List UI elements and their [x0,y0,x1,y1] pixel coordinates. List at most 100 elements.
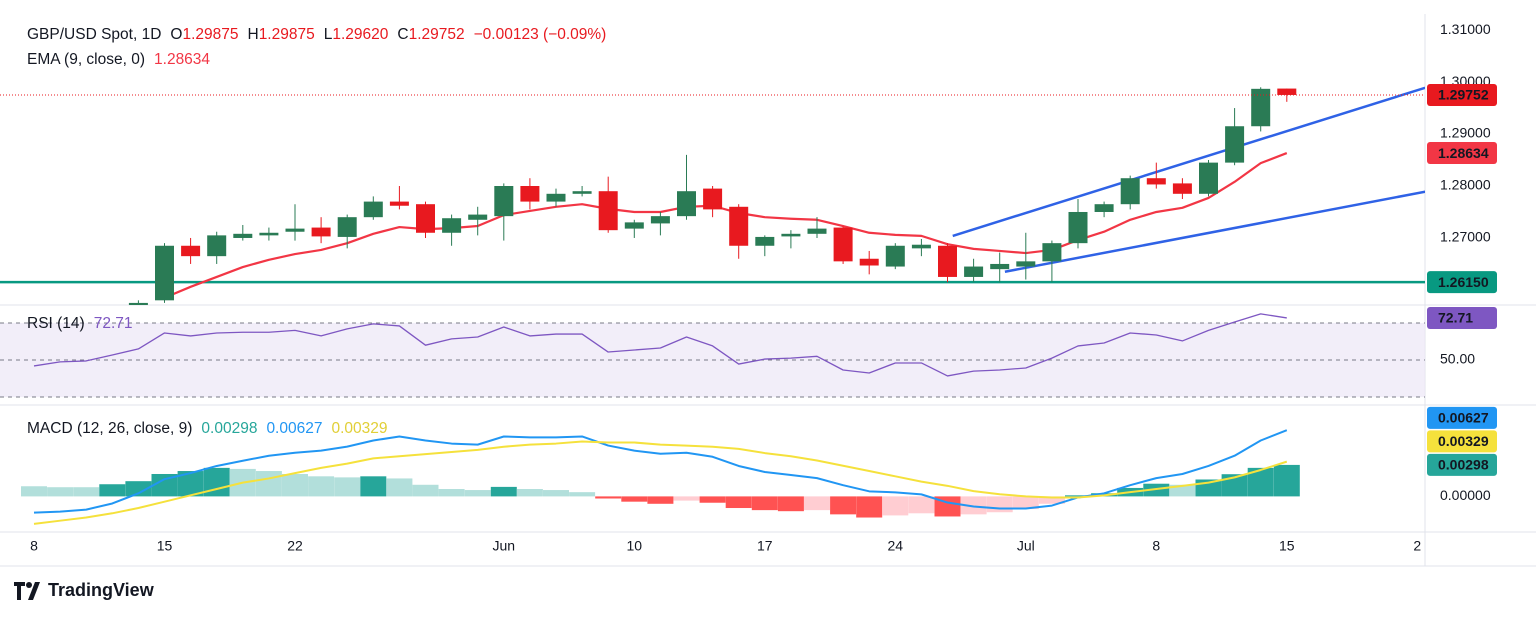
ohlc-label: C [397,26,409,43]
histogram-bar [464,490,491,497]
signal-label: 0.00329 [1438,433,1489,449]
histogram-bar [1143,483,1170,497]
rsi-value: 72.71 [93,315,133,332]
macd-name: MACD (12, 26, close, 9) [27,420,193,437]
ema-line [164,152,1288,299]
candle-body [1068,211,1088,244]
rsi-name: RSI (14) [27,315,85,332]
candle-body [624,222,644,229]
y-tick-label: 0.00000 [1440,487,1491,503]
histogram-bar [830,496,857,515]
candle-body [1146,178,1166,185]
change: −0.00123 (−0.09%) [473,26,607,43]
candle-body [885,245,905,267]
macd-label-box [1427,406,1497,429]
candle-body [259,232,279,236]
histogram-bar [412,484,439,497]
histogram-bar [73,487,100,497]
candle-body [572,191,592,194]
histogram-bar [255,471,282,497]
candle-body [1016,261,1036,267]
histogram-bar [490,486,517,497]
candle-body [520,186,540,202]
x-tick-label: Jul [1017,538,1035,554]
candle-body [807,228,827,234]
histogram-value: 0.00298 [201,420,258,437]
candle-body [337,217,357,237]
candle-body [1094,204,1114,212]
candle-body [1199,162,1218,194]
rsi-label: 72.71 [1438,310,1473,326]
ohlc-field: C1.29752 [397,26,464,44]
histogram-bar [21,486,47,497]
last-price-label-box [1427,83,1497,106]
histogram-bar [1221,474,1248,497]
candle-body [128,302,148,305]
candle-body [650,216,670,224]
histogram-bar [125,481,152,497]
last-price-label: 1.29752 [1438,87,1489,103]
histogram-bar [725,496,752,509]
price-legend: GBP/USD Spot, 1D O1.29875 H1.29875 L1.2962… [27,26,606,44]
brand-logo [14,581,40,600]
histogram-bar [1012,496,1039,510]
x-tick-label: 8 [30,538,38,554]
histogram-bar [804,496,830,511]
histogram-bar [673,496,700,501]
x-tick-label: 24 [888,538,904,554]
histogram-bar [595,496,622,499]
ema-label: 1.28634 [1438,145,1489,161]
candle-body [311,227,331,237]
histogram-bar [386,478,413,497]
candle-body [442,218,462,233]
ohlc-value: 1.29875 [258,26,315,43]
candle-body [859,258,879,266]
symbol: GBP/USD Spot, 1D [27,26,162,43]
x-tick-label: 2 [1413,538,1421,554]
candle-body [938,245,957,277]
ohlc-field: H1.29875 [247,26,314,44]
candle-body [833,227,853,262]
hline-label-box [1427,271,1497,294]
price-pane [0,86,1425,305]
ema-name: EMA (9, close, 0) [27,51,146,68]
histogram-bar [99,484,126,497]
signal-label-box [1427,430,1497,453]
ohlc-values: O1.29875 H1.29875 L1.29620 C1.29752 [170,26,464,44]
histogram-bar [621,496,648,502]
histogram-bar [543,490,569,497]
histogram-bar [334,477,361,497]
histogram-bar [282,473,308,497]
ohlc-field: O1.29875 [170,26,238,44]
candle-body [781,233,801,237]
histogram-bar [1273,464,1300,497]
x-tick-label: 15 [1279,538,1295,554]
rsi-label-box [1427,306,1497,329]
candle-body [1277,88,1297,95]
ohlc-label: L [323,26,333,43]
candle-body [494,186,514,217]
axes: 1.310001.300001.290001.280001.2700050.00… [30,21,1497,554]
y-tick-label: 50.00 [1440,351,1475,367]
x-tick-label: Jun [493,538,516,554]
x-tick-label: 17 [757,538,773,554]
y-tick-label: 1.29000 [1440,125,1491,141]
candle-body [468,214,488,220]
histogram-bar [777,496,804,512]
histogram-bar [47,487,74,497]
candle-body [990,263,1010,270]
candle-body [389,201,409,206]
candle-body [233,233,253,238]
ohlc-value: 1.29752 [408,26,465,43]
candle-body [1120,178,1140,205]
histogram-bar [360,476,387,497]
ohlc-label: H [247,26,259,43]
macd-legend: MACD (12, 26, close, 9) 0.00298 0.00627 … [27,420,388,438]
ohlc-label: O [170,26,183,43]
histogram-bar [1065,495,1091,497]
candle-body [1225,126,1245,163]
candle-body [677,191,696,217]
y-tick-label: 1.28000 [1440,177,1491,193]
